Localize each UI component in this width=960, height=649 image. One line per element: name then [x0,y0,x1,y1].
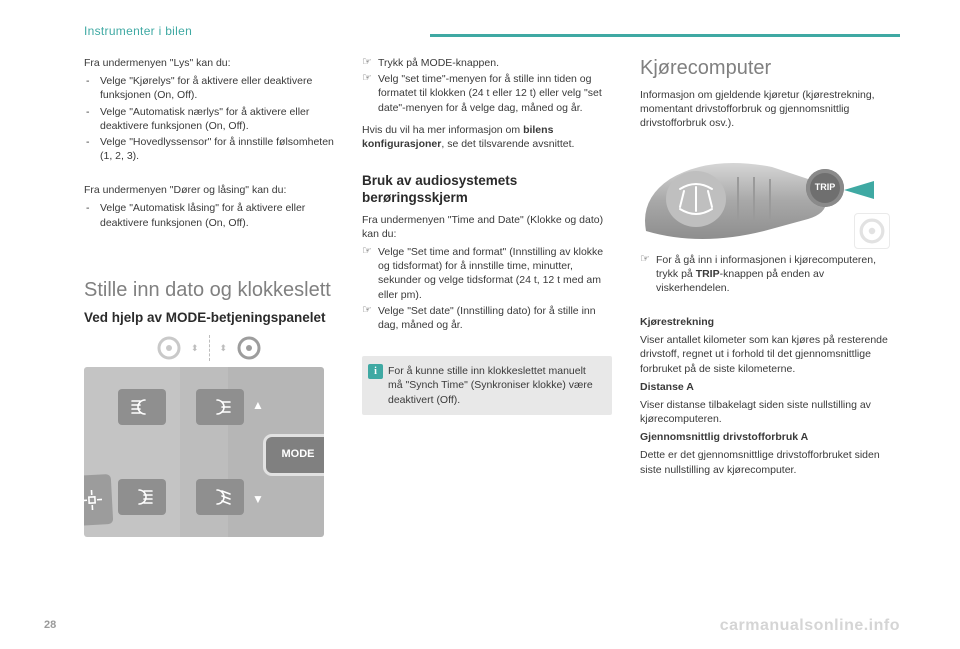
section-body: Viser distanse tilbakelagt siden siste n… [640,398,890,426]
col1-h3-mode: Ved hjelp av MODE-betjeningspanelet [84,310,334,327]
headlight-low-icon [196,479,244,515]
text-bold: TRIP [696,268,720,280]
list-item: Trykk på MODE-knappen. [362,56,612,70]
mode-panel-illustration: ⬍ ⬍ [84,335,334,537]
trip-button: TRIP [806,169,844,207]
info-box: i For å kunne stille inn klokkeslettet m… [362,356,612,415]
header-rule [430,34,900,37]
fog-light-front-icon [118,389,166,425]
pointer-arrow-icon [842,181,874,199]
page-header: Instrumenter i bilen [84,24,900,38]
list-item: Velge "Automatisk nærlys" for å aktivere… [84,105,334,133]
col1-h2-dato: Stille inn dato og klokkeslett [84,278,334,302]
section-title: Gjennomsnittlig drivstofforbruk A [640,431,808,443]
col2-steps1: Trykk på MODE-knappen. Velg "set time"-m… [362,56,612,115]
info-icon: i [368,364,383,379]
col1-dorer-list: Velge "Automatisk låsing" for å aktivere… [84,201,334,229]
list-item: Velge "Set date" (Innstilling dato) for … [362,304,612,332]
steering-wheel-icon [237,336,261,360]
content-columns: Fra undermenyen "Lys" kan du: Velge "Kjø… [84,56,900,537]
divider-icon [209,335,210,361]
page-number: 28 [44,619,56,631]
col3-section-0: Kjørestrekning Viser antallet kilometer … [640,315,890,376]
col2-konfig-line: Hvis du vil ha mer informasjon om bilens… [362,123,612,151]
col3-section-2: Gjennomsnittlig drivstofforbruk A Dette … [640,430,890,477]
mini-label-right: ⬍ [220,342,228,354]
aux-button-icon [84,474,113,526]
list-item: Velge "Kjørelys" for å aktivere eller de… [84,74,334,102]
mode-panel: ▲ ▼ MODE [84,367,324,537]
column-1: Fra undermenyen "Lys" kan du: Velge "Kjø… [84,56,334,537]
col3-h2-kjore: Kjørecomputer [640,56,890,80]
mode-button: MODE [266,437,324,473]
arrow-up-icon: ▲ [252,397,264,413]
column-3: Kjørecomputer Informasjon om gjeldende k… [640,56,890,537]
section-title: Distanse A [640,381,694,393]
steering-wheel-corner-icon [854,213,890,249]
steering-wheel-icon [157,336,181,360]
col1-intro-dorer: Fra undermenyen "Dører og låsing" kan du… [84,183,334,197]
section-body: Viser antallet kilometer som kan kjøres … [640,333,890,376]
arrow-down-icon: ▼ [252,491,264,507]
section-body: Dette er det gjennomsnittlige drivstoffo… [640,448,890,476]
list-item: For å gå inn i informasjonen i kjørecomp… [640,253,890,296]
col1-intro-lys: Fra undermenyen "Lys" kan du: [84,56,334,70]
col2-audio-list: Velge "Set time and format" (Innstilling… [362,245,612,332]
col1-lys-list: Velge "Kjørelys" for å aktivere eller de… [84,74,334,163]
list-item: Velg "set time"-menyen for å stille inn … [362,72,612,115]
col2-audio-intro: Fra undermenyen "Time and Date" (Klokke … [362,213,612,241]
info-text: For å kunne stille inn klokkeslettet man… [388,365,593,405]
wiper-stalk-illustration: TRIP [640,139,890,249]
col3-section-1: Distanse A Viser distanse tilbakelagt si… [640,380,890,427]
headlight-high-icon [196,389,244,425]
page: Instrumenter i bilen Fra undermenyen "Ly… [0,0,960,649]
list-item: Velge "Automatisk låsing" for å aktivere… [84,201,334,229]
fog-light-rear-icon [118,479,166,515]
text-post: , se det tilsvarende avsnittet. [441,138,574,150]
section-title: Kjørestrekning [640,316,714,328]
mini-label-left: ⬍ [191,342,199,354]
list-item: Velge "Set time and format" (Innstilling… [362,245,612,302]
text-pre: Hvis du vil ha mer informasjon om [362,124,523,136]
watermark: carmanualsonline.info [720,617,900,635]
col3-action: For å gå inn i informasjonen i kjørecomp… [640,253,890,296]
col3-intro: Informasjon om gjeldende kjøretur (kjøre… [640,88,890,131]
list-item: Velge "Hovedlyssensor" for å innstille f… [84,135,334,163]
col2-h3-audio: Bruk av audiosystemets berøringsskjerm [362,173,612,207]
column-2: Trykk på MODE-knappen. Velg "set time"-m… [362,56,612,537]
steering-wheel-pair: ⬍ ⬍ [84,335,334,361]
